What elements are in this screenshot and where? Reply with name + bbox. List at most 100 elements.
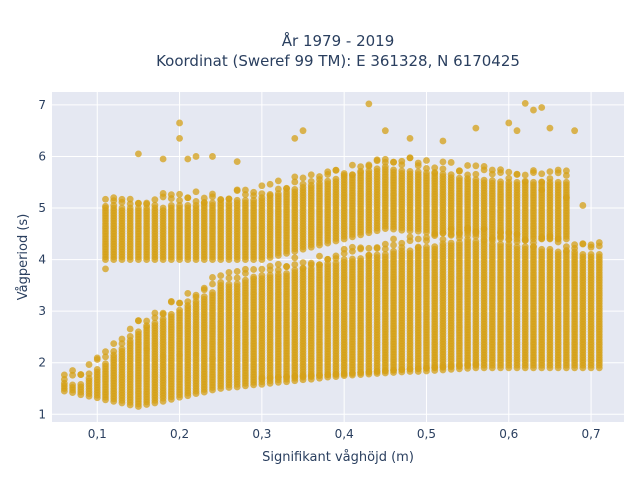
y-tick-label: 6 xyxy=(38,149,46,163)
data-point xyxy=(357,167,365,175)
data-point xyxy=(455,167,463,175)
data-point xyxy=(258,190,266,198)
data-point xyxy=(381,127,389,135)
data-point xyxy=(488,170,496,178)
data-point xyxy=(455,239,463,246)
data-point xyxy=(423,364,430,372)
data-point xyxy=(349,171,356,179)
data-point xyxy=(291,373,299,380)
data-point xyxy=(365,100,373,108)
data-point xyxy=(274,266,282,274)
data-point xyxy=(93,354,101,362)
data-point xyxy=(324,171,332,178)
data-point xyxy=(332,166,340,174)
data-point xyxy=(316,173,323,180)
data-point xyxy=(521,177,529,185)
data-point xyxy=(562,194,570,202)
data-point xyxy=(200,293,208,301)
data-point xyxy=(274,373,282,381)
data-point xyxy=(365,251,373,259)
data-point xyxy=(390,366,397,374)
data-point xyxy=(423,243,430,251)
data-point xyxy=(77,380,85,388)
data-point xyxy=(439,137,447,145)
data-point xyxy=(283,270,290,277)
data-point xyxy=(217,279,225,286)
data-point xyxy=(316,252,323,260)
data-point xyxy=(159,309,167,317)
data-point xyxy=(439,158,447,166)
data-point xyxy=(233,274,241,282)
y-tick-label: 2 xyxy=(38,356,46,370)
data-point xyxy=(562,247,570,254)
data-point xyxy=(530,106,537,114)
data-point xyxy=(332,255,340,262)
data-point xyxy=(225,268,233,276)
data-point xyxy=(316,371,323,379)
data-point xyxy=(233,280,241,288)
data-point xyxy=(266,374,274,382)
data-point xyxy=(217,272,225,280)
data-point xyxy=(299,372,307,380)
data-point xyxy=(530,169,537,177)
data-point xyxy=(521,243,529,251)
chart-title-line-1: År 1979 - 2019 xyxy=(282,31,395,50)
x-axis-title: Signifikant våghöjd (m) xyxy=(262,450,414,465)
data-point xyxy=(151,319,159,327)
data-point xyxy=(538,245,546,253)
x-axis-ticks: 0,1 0,2 0,3 0,4 0,5 0,6 0,7 xyxy=(88,427,601,441)
data-point xyxy=(110,340,118,348)
data-point xyxy=(110,347,118,355)
data-point xyxy=(324,177,332,185)
data-point xyxy=(274,185,282,193)
data-point xyxy=(225,274,233,282)
data-point xyxy=(472,124,480,132)
data-point xyxy=(554,166,562,174)
data-point xyxy=(110,194,118,202)
data-point xyxy=(176,119,183,127)
data-point xyxy=(587,243,595,251)
data-point xyxy=(283,184,290,192)
data-point xyxy=(135,150,142,158)
data-point xyxy=(431,243,439,251)
data-point xyxy=(472,238,480,245)
x-tick-label: 0,7 xyxy=(582,427,601,441)
data-point xyxy=(381,367,389,375)
data-point xyxy=(464,361,472,369)
data-point xyxy=(307,372,315,380)
data-point xyxy=(538,186,546,194)
data-point xyxy=(390,166,397,174)
data-point xyxy=(340,256,348,263)
data-point xyxy=(167,202,175,209)
data-point xyxy=(505,168,513,176)
data-point xyxy=(176,299,183,307)
data-point xyxy=(176,135,183,142)
data-point xyxy=(423,165,430,172)
data-point xyxy=(414,365,422,372)
data-point xyxy=(258,374,266,382)
data-point xyxy=(258,265,266,273)
data-point xyxy=(283,373,290,381)
data-point xyxy=(332,259,340,267)
data-point xyxy=(242,191,249,198)
data-point xyxy=(381,251,389,258)
data-point xyxy=(159,155,167,163)
x-tick-label: 0,5 xyxy=(417,427,436,441)
x-tick-label: 0,2 xyxy=(170,427,189,441)
data-point xyxy=(307,261,315,269)
data-point xyxy=(225,195,233,203)
data-point xyxy=(233,158,241,166)
data-point xyxy=(291,173,299,181)
data-point xyxy=(381,245,389,253)
data-point xyxy=(406,237,414,245)
data-point xyxy=(225,280,233,288)
data-point xyxy=(431,164,439,172)
y-tick-label: 5 xyxy=(38,201,46,215)
data-point xyxy=(546,245,554,253)
data-point xyxy=(579,251,587,258)
data-point xyxy=(464,171,472,179)
data-point xyxy=(439,363,447,371)
data-point xyxy=(102,202,109,210)
data-point xyxy=(283,263,290,270)
